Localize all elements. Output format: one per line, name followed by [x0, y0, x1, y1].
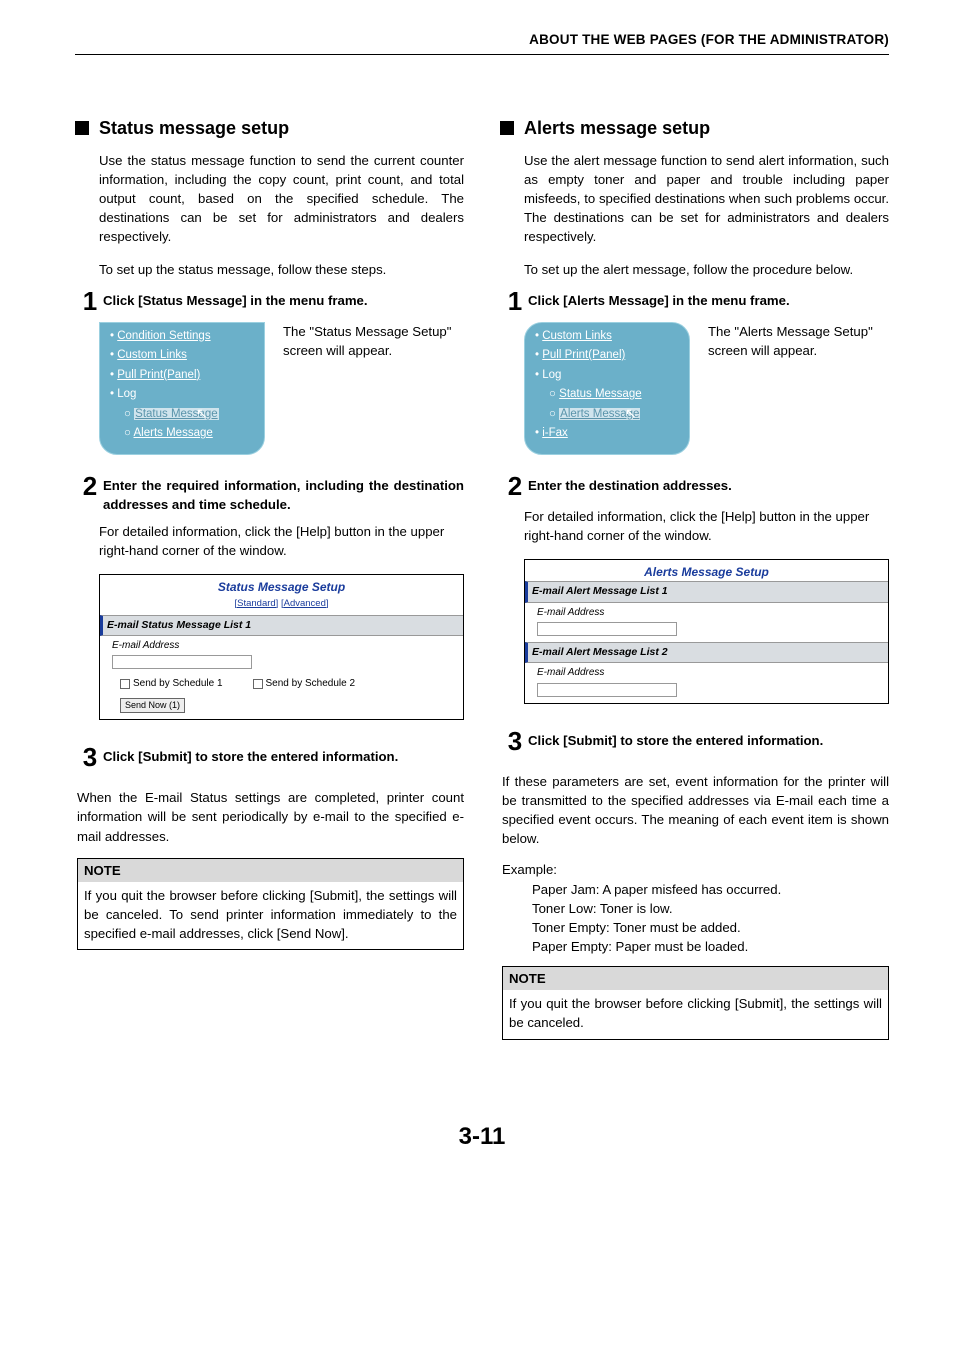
status-detail: For detailed information, click the [Hel… — [99, 522, 464, 560]
example-item: Toner Empty: Toner must be added. — [532, 918, 889, 937]
email-input — [112, 655, 252, 669]
status-lead: To set up the status message, follow the… — [99, 260, 464, 279]
note-head: NOTE — [78, 859, 463, 882]
cb2-label: Send by Schedule 2 — [266, 678, 356, 689]
example-label: Example: — [502, 860, 889, 879]
setup-tabs: [Standard] [Advanced] — [100, 597, 463, 615]
step-number-2: 2 — [77, 473, 103, 499]
nav-link: i-Fax — [542, 427, 568, 439]
step-number-2: 2 — [502, 473, 528, 499]
alerts-step-1: 1 Click [Alerts Message] in the menu fra… — [502, 288, 889, 314]
note-head: NOTE — [503, 967, 888, 990]
nav-link: Alerts Message — [134, 427, 213, 439]
cursor-icon: ↖ — [196, 402, 208, 426]
alerts-step-3: 3 Click [Submit] to store the entered in… — [502, 728, 889, 754]
email-input — [537, 683, 677, 697]
alerts-caption: The "Alerts Message Setup" screen will a… — [708, 322, 889, 360]
status-step-3: 3 Click [Submit] to store the entered in… — [77, 744, 464, 770]
checkbox-icon — [120, 679, 130, 689]
alerts-step-3-text: Click [Submit] to store the entered info… — [528, 728, 889, 750]
square-bullet-icon — [75, 121, 89, 135]
status-nav-screenshot: • Condition Settings • Custom Links • Pu… — [99, 322, 265, 455]
nav-item: Log — [117, 388, 136, 400]
alerts-afterword: If these parameters are set, event infor… — [502, 772, 889, 849]
example-block: Example: Paper Jam: A paper misfeed has … — [502, 860, 889, 956]
alerts-setup-screenshot: Alerts Message Setup E-mail Alert Messag… — [524, 559, 889, 704]
nav-link: Pull Print(Panel) — [117, 369, 200, 381]
status-step-2-text: Enter the required information, includin… — [103, 473, 464, 514]
step-number-3: 3 — [502, 728, 528, 754]
alerts-step-2: 2 Enter the destination addresses. — [502, 473, 889, 499]
right-column: Alerts message setup Use the alert messa… — [500, 115, 889, 1040]
status-heading: Status message setup — [75, 115, 464, 141]
status-heading-text: Status message setup — [99, 115, 289, 141]
example-item: Paper Jam: A paper misfeed has occurred. — [532, 880, 889, 899]
square-bullet-icon — [500, 121, 514, 135]
status-step-1: 1 Click [Status Message] in the menu fra… — [77, 288, 464, 314]
setup-section1: E-mail Alert Message List 1 — [525, 581, 888, 602]
page-number: 3-11 — [75, 1120, 889, 1155]
alerts-intro: Use the alert message function to send a… — [524, 151, 889, 247]
field-label: E-mail Address — [537, 607, 604, 618]
left-column: Status message setup Use the status mess… — [75, 115, 464, 1040]
note-body: If you quit the browser before clicking … — [78, 882, 463, 949]
alerts-note-box: NOTE If you quit the browser before clic… — [502, 966, 889, 1039]
step-number-1: 1 — [502, 288, 528, 314]
setup-tab-standard: [Standard] — [234, 598, 278, 609]
status-intro: Use the status message function to send … — [99, 151, 464, 247]
setup-title: Status Message Setup — [100, 575, 463, 596]
alerts-nav-screenshot: • Custom Links • Pull Print(Panel) • Log… — [524, 322, 690, 455]
status-note-box: NOTE If you quit the browser before clic… — [77, 858, 464, 951]
nav-link: Status Message — [559, 388, 641, 400]
field-label: E-mail Address — [112, 640, 179, 651]
page-header: ABOUT THE WEB PAGES (FOR THE ADMINISTRAT… — [75, 30, 889, 55]
note-body: If you quit the browser before clicking … — [503, 990, 888, 1038]
status-step-1-text: Click [Status Message] in the menu frame… — [103, 288, 464, 310]
alerts-detail: For detailed information, click the [Hel… — [524, 507, 889, 545]
checkbox-icon — [253, 679, 263, 689]
nav-link: Custom Links — [117, 349, 187, 361]
alerts-heading-text: Alerts message setup — [524, 115, 710, 141]
example-item: Paper Empty: Paper must be loaded. — [532, 937, 889, 956]
email-input — [537, 622, 677, 636]
example-item: Toner Low: Toner is low. — [532, 899, 889, 918]
send-now-button: Send Now (1) — [120, 698, 185, 713]
nav-item: Log — [542, 369, 561, 381]
setup-section2: E-mail Alert Message List 2 — [525, 642, 888, 663]
nav-link: Condition Settings — [117, 330, 210, 342]
status-caption: The "Status Message Setup" screen will a… — [283, 322, 464, 360]
cursor-icon: ↖ — [625, 402, 637, 426]
field-label: E-mail Address — [537, 667, 604, 678]
cb1-label: Send by Schedule 1 — [133, 678, 223, 689]
status-afterword: When the E-mail Status settings are comp… — [77, 788, 464, 845]
setup-tab-advanced: [Advanced] — [281, 598, 329, 609]
two-column-layout: Status message setup Use the status mess… — [75, 115, 889, 1040]
nav-link: Pull Print(Panel) — [542, 349, 625, 361]
setup-section: E-mail Status Message List 1 — [100, 615, 463, 636]
step-number-3: 3 — [77, 744, 103, 770]
alerts-step-2-text: Enter the destination addresses. — [528, 473, 889, 495]
setup-title: Alerts Message Setup — [525, 560, 888, 581]
status-setup-screenshot: Status Message Setup [Standard] [Advance… — [99, 574, 464, 720]
step-number-1: 1 — [77, 288, 103, 314]
nav-link: Custom Links — [542, 330, 612, 342]
alerts-lead: To set up the alert message, follow the … — [524, 260, 889, 279]
status-step-3-text: Click [Submit] to store the entered info… — [103, 744, 464, 766]
alerts-heading: Alerts message setup — [500, 115, 889, 141]
status-step-2: 2 Enter the required information, includ… — [77, 473, 464, 514]
alerts-step-1-text: Click [Alerts Message] in the menu frame… — [528, 288, 889, 310]
